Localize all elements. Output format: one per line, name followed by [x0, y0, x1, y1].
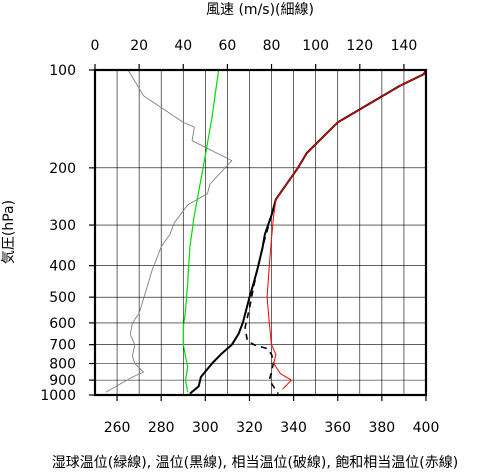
series-saturated-equivalent-potential-temperature [266, 69, 427, 390]
top-tick-label: 20 [130, 38, 148, 54]
bottom-tick-label: 400 [413, 420, 440, 436]
series-potential-temperature [189, 69, 427, 395]
left-tick-label: 700 [49, 338, 76, 354]
bottom-axis-ticks: 260 280 300 320 340 360 380 400 [104, 395, 440, 436]
top-tick-label: 80 [263, 38, 281, 54]
left-tick-label: 1000 [40, 388, 76, 404]
top-axis-ticks: 0 20 40 60 80 100 120 140 [91, 38, 418, 70]
y-axis-title: 気圧(hPa) [1, 200, 17, 264]
top-tick-label: 60 [218, 38, 236, 54]
left-tick-label: 100 [49, 63, 76, 79]
left-tick-label: 800 [49, 357, 76, 373]
top-tick-label: 120 [346, 38, 373, 54]
top-tick-label: 140 [391, 38, 418, 54]
bottom-tick-label: 280 [148, 420, 175, 436]
series-wet-bulb-potential-temperature [182, 69, 220, 393]
series-equivalent-potential-temperature [244, 69, 427, 395]
series-wind-speed [105, 69, 233, 393]
left-tick-label: 900 [49, 373, 76, 389]
top-tick-label: 40 [174, 38, 192, 54]
bottom-tick-label: 300 [192, 420, 219, 436]
left-tick-label: 200 [49, 161, 76, 177]
grid [94, 69, 427, 396]
top-tick-label: 100 [302, 38, 329, 54]
bottom-tick-label: 260 [104, 420, 131, 436]
bottom-tick-label: 380 [368, 420, 395, 436]
bottom-tick-label: 360 [324, 420, 351, 436]
left-tick-label: 500 [49, 290, 76, 306]
top-axis-title: 風速 (m/s)(細線) [206, 2, 314, 18]
bottom-tick-label: 340 [280, 420, 307, 436]
top-tick-label: 0 [91, 38, 100, 54]
bottom-axis-title: 湿球温位(緑線), 温位(黒線), 相当温位(破線), 飽和相当温位(赤線) [52, 454, 458, 471]
series-group [105, 69, 427, 395]
left-tick-label: 300 [49, 218, 76, 234]
plot-frame [93, 68, 428, 397]
bottom-tick-label: 320 [236, 420, 263, 436]
left-tick-label: 600 [49, 316, 76, 332]
left-tick-label: 400 [49, 259, 76, 275]
